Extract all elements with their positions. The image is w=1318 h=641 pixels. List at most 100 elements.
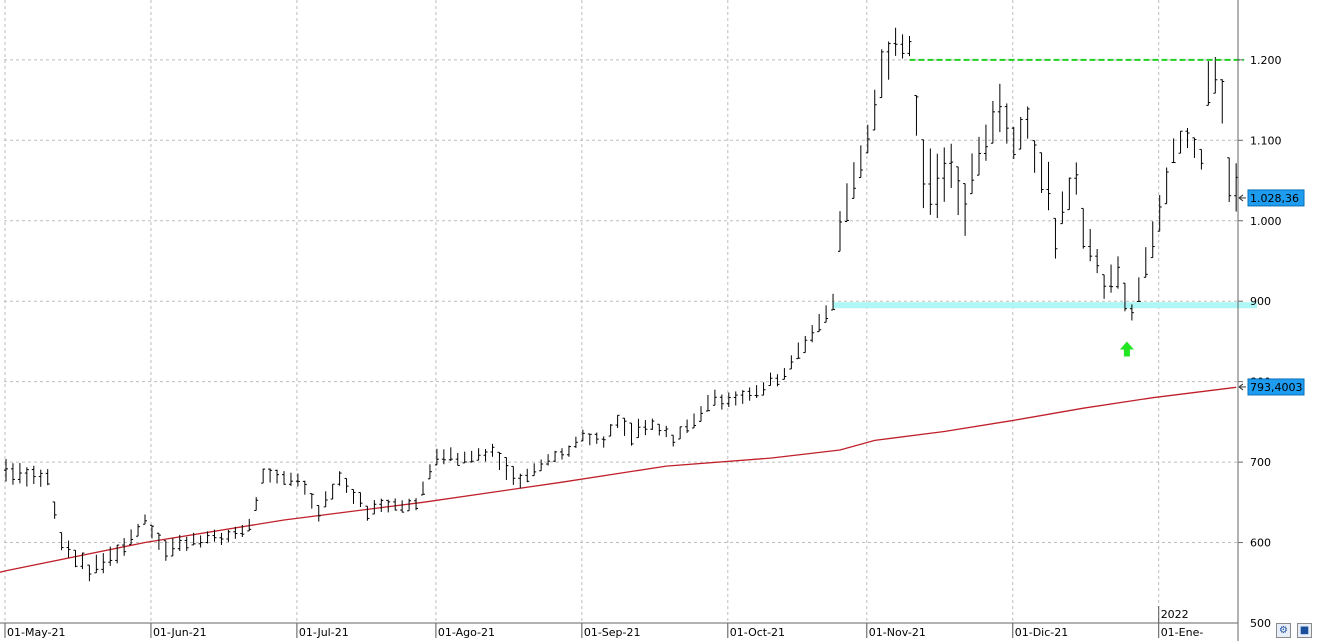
x-tick-label-0: 01-May-21 [7,626,65,639]
ohlc-bar-173 [1206,61,1211,106]
ohlc-bar-69 [483,448,488,462]
ohlc-bar-34 [240,524,245,538]
ohlc-bar-13 [94,554,99,574]
ohlc-bar-44 [309,493,314,509]
annotations [1119,341,1134,357]
support-band [833,302,1257,309]
ohlc-bar-5 [38,469,43,487]
ohlc-bar-81 [566,445,571,457]
ohlc-bar-78 [546,454,551,466]
ohlc-bar-146 [1018,116,1023,150]
ohlc-bar-32 [226,529,231,542]
ohlc-bar-21 [149,524,154,539]
chart-toolbar: ⚙ ■ [1276,623,1312,638]
ohlc-bar-162 [1129,304,1134,321]
ohlc-bar-165 [1150,221,1155,259]
ohlc-bar-160 [1116,256,1120,289]
y-tick-label-4: 1.000 [1250,215,1282,228]
ohlc-bar-118 [824,305,829,323]
ohlc-bar-149 [1039,152,1044,193]
ohlc-bar-95 [664,425,669,438]
ohlc-bar-129 [900,34,905,59]
ohlc-bar-83 [580,429,585,442]
ohlc-bar-174 [1213,56,1218,94]
ohlc-bar-101 [705,394,710,412]
ohlc-bar-56 [393,498,398,511]
ohlc-bar-39 [275,469,280,484]
support-level [833,302,1257,309]
ohlc-bar-17 [122,538,127,556]
ohlc-bar-12 [87,564,92,582]
ohlc-bar-87 [608,424,613,437]
save-button[interactable]: ■ [1297,623,1312,638]
ohlc-bar-71 [497,451,502,470]
ohlc-bar-86 [601,436,606,448]
ohlc-bar-158 [1102,274,1107,299]
ohlc-bar-91 [636,418,641,439]
ohlc-bar-156 [1088,229,1093,262]
ohlc-bar-170 [1185,128,1190,149]
ohlc-bar-85 [594,432,599,444]
ohlc-bar-166 [1157,195,1162,232]
ohlc-bar-42 [295,473,300,487]
last-price-tag-box [1247,189,1305,207]
x-tick-label-2: 01-Jul-21 [299,626,349,639]
ohlc-bar-99 [692,413,697,429]
ohlc-bar-82 [573,436,578,448]
ohlc-bar-8 [59,532,64,551]
ohlc-bar-120 [838,211,842,252]
ohlc-bar-103 [719,394,724,410]
y-tick-label-1: 700 [1250,456,1271,469]
ohlc-bar-53 [372,500,377,515]
ohlc-bar-25 [177,534,182,551]
ohlc-bar-164 [1143,247,1148,278]
ohlc-bar-97 [678,426,683,440]
ohlc-bar-133 [928,148,933,215]
last-price-tag-arrowhead [1238,194,1244,202]
y-tick-label-7: 500 [1250,617,1271,630]
ohlc-bar-35 [247,518,252,532]
chart-settings-button[interactable]: ⚙ [1276,623,1291,638]
ohlc-bar-10 [73,549,78,568]
ohlc-bar-41 [288,472,293,486]
ohlc-bar-60 [421,481,425,496]
ohlc-bar-155 [1081,207,1086,249]
x-tick-label-1: 01-Jun-21 [153,626,207,639]
ohlc-bar-161 [1122,282,1127,312]
ohlc-bar-128 [893,27,898,56]
ohlc-bar-63 [441,449,446,465]
ohlc-bar-55 [386,499,391,513]
ohlc-bar-127 [886,41,891,80]
ohlc-bar-4 [31,465,36,485]
x-tick-label-3: 01-Ago-21 [438,626,495,639]
moving-average-line [0,386,1237,573]
ohlc-bar-135 [942,147,947,202]
ohlc-bar-175 [1220,79,1225,124]
ohlc-bar-70 [490,443,495,457]
ohlc-bar-148 [1032,140,1037,173]
ohlc-bar-45 [316,504,321,522]
price-tags: 1.028,36 793,4003 [1238,189,1305,396]
ohlc-bar-1 [10,463,15,485]
ohlc-bar-94 [657,423,662,436]
price-bars [4,27,1239,582]
ohlc-bar-77 [539,459,544,472]
ohlc-bar-139 [970,153,975,195]
ohlc-bar-142 [990,100,995,144]
moving-average-price-tag-label: 793,4003 [1250,381,1303,394]
ohlc-bar-76 [532,463,537,477]
ohlc-bar-11 [80,552,85,570]
x-tick-label-4: 01-Sep-21 [584,626,641,639]
ohlc-bar-79 [553,450,558,463]
ohlc-bar-40 [282,471,286,485]
ohlc-bar-31 [219,532,224,545]
ohlc-bar-37 [261,468,266,484]
ohlc-bar-96 [671,434,676,447]
chart-settings-icon: ⚙ [1279,624,1288,636]
ohlc-bar-115 [803,335,808,354]
ohlc-bar-153 [1067,177,1072,211]
ohlc-bar-145 [1011,126,1016,160]
ohlc-bar-93 [650,418,655,430]
x-tick-label-7: 01-Dic-21 [1015,626,1069,639]
ohlc-bar-18 [129,529,134,545]
